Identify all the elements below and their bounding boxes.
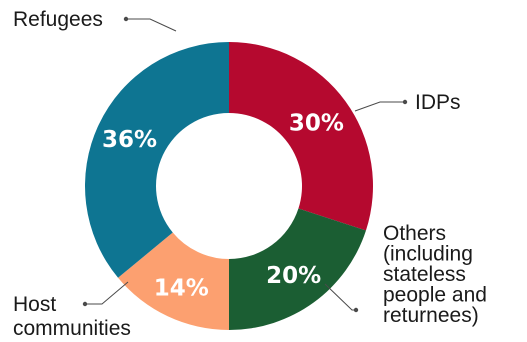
value-label-refugees: 30% <box>289 111 344 137</box>
slice-refugees <box>229 42 373 231</box>
category-label-refugees: Refugees <box>13 8 103 31</box>
leader-dot-others-including-stateless-people-and-returnees <box>353 307 359 313</box>
value-label-others-including-stateless-people-and-returnees: 14% <box>154 275 209 301</box>
leader-dot-idps <box>402 99 408 105</box>
percent-labels: 30% 20% 14% 36% <box>102 111 344 302</box>
value-label-idps: 20% <box>266 263 321 289</box>
leader-dot-refugees <box>123 16 129 22</box>
leader-dot-host-communities <box>82 301 88 307</box>
leader-lines <box>82 16 408 313</box>
leader-line-others-including-stateless-people-and-returnees <box>324 283 356 311</box>
donut-slices <box>84 42 373 330</box>
category-labels: Refugees IDPs Others (including stateless peo… <box>13 8 487 340</box>
category-label-host-communities: Host communities <box>13 293 131 340</box>
category-label-idps: IDPs <box>415 91 461 114</box>
leader-line-refugees <box>126 18 177 32</box>
leader-line-host-communities <box>85 281 129 305</box>
slice-host-communities <box>84 42 229 278</box>
slice-others-including-stateless-people-and-returnees <box>118 232 229 330</box>
value-label-host-communities: 36% <box>102 127 157 153</box>
leader-line-idps <box>354 101 405 112</box>
category-label-others-including-stateless-people-and-returnees: Others (including stateless people and retur… <box>383 222 487 327</box>
slice-idps <box>229 208 366 330</box>
